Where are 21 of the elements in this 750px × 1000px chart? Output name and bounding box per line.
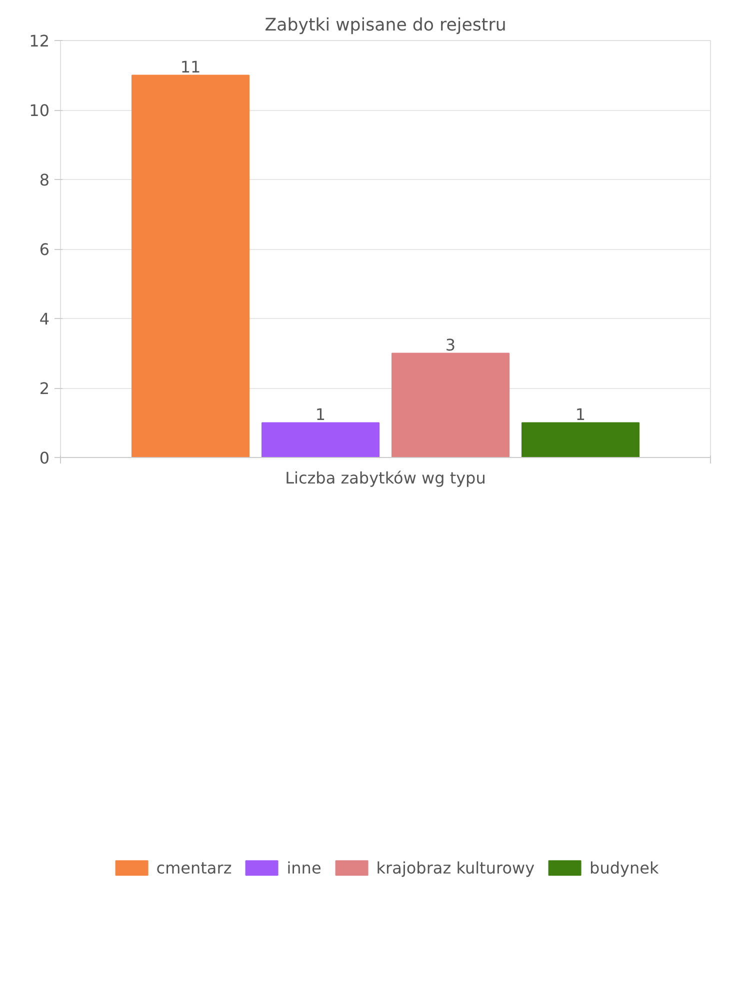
- bar: [522, 422, 640, 458]
- y-tick-label: 4: [39, 310, 50, 328]
- y-tick-label: 10: [29, 101, 50, 120]
- chart-title: Zabytki wpisane do rejestru: [264, 16, 506, 36]
- data-label: 1: [575, 404, 586, 424]
- legend-label: budynek: [590, 858, 659, 878]
- y-tick-label: 8: [39, 170, 50, 190]
- x-axis-title: Liczba zabytków wg typu: [285, 468, 486, 488]
- data-label: 1: [315, 404, 326, 424]
- legend-label: krajobraz kulturowy: [376, 858, 535, 878]
- data-label: 3: [445, 335, 456, 354]
- bar: [392, 352, 510, 458]
- legend-label: inne: [286, 858, 322, 878]
- y-tick-label: 0: [39, 448, 50, 468]
- legend-label: cmentarz: [156, 858, 232, 878]
- bar: [262, 422, 380, 458]
- bar: [132, 74, 250, 458]
- data-label: 11: [180, 57, 201, 76]
- y-tick-label: 2: [39, 379, 50, 398]
- y-tick-label: 12: [29, 32, 50, 50]
- y-tick-label: 6: [39, 240, 50, 259]
